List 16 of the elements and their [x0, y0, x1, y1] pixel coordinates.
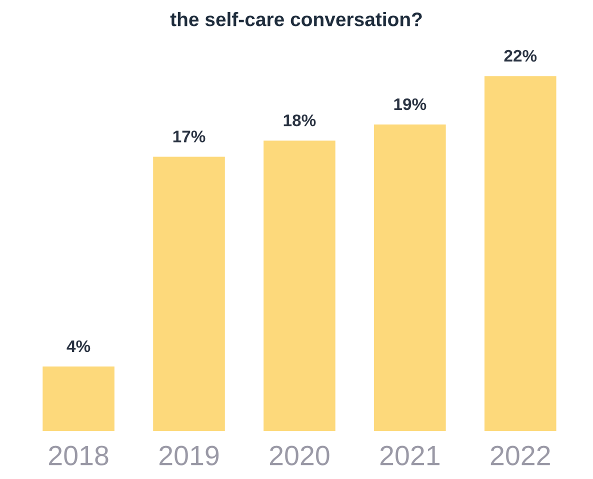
bar [374, 124, 446, 432]
x-tick-label: 2019 [160, 446, 219, 466]
bar [484, 76, 556, 432]
bar [153, 156, 225, 432]
x-tick-label: 2021 [380, 446, 440, 466]
chart-title: the self-care conversation? [170, 12, 422, 26]
x-tick-label: 2018 [49, 446, 108, 466]
bar [264, 140, 336, 432]
x-tick-label: 2020 [270, 446, 330, 466]
data-label: 17% [173, 130, 206, 142]
data-label: 4% [66, 340, 90, 352]
bar [42, 366, 114, 432]
data-label: 22% [504, 50, 537, 62]
x-tick-label: 2022 [490, 446, 550, 466]
data-label: 19% [394, 98, 426, 110]
data-label: 18% [284, 114, 316, 126]
